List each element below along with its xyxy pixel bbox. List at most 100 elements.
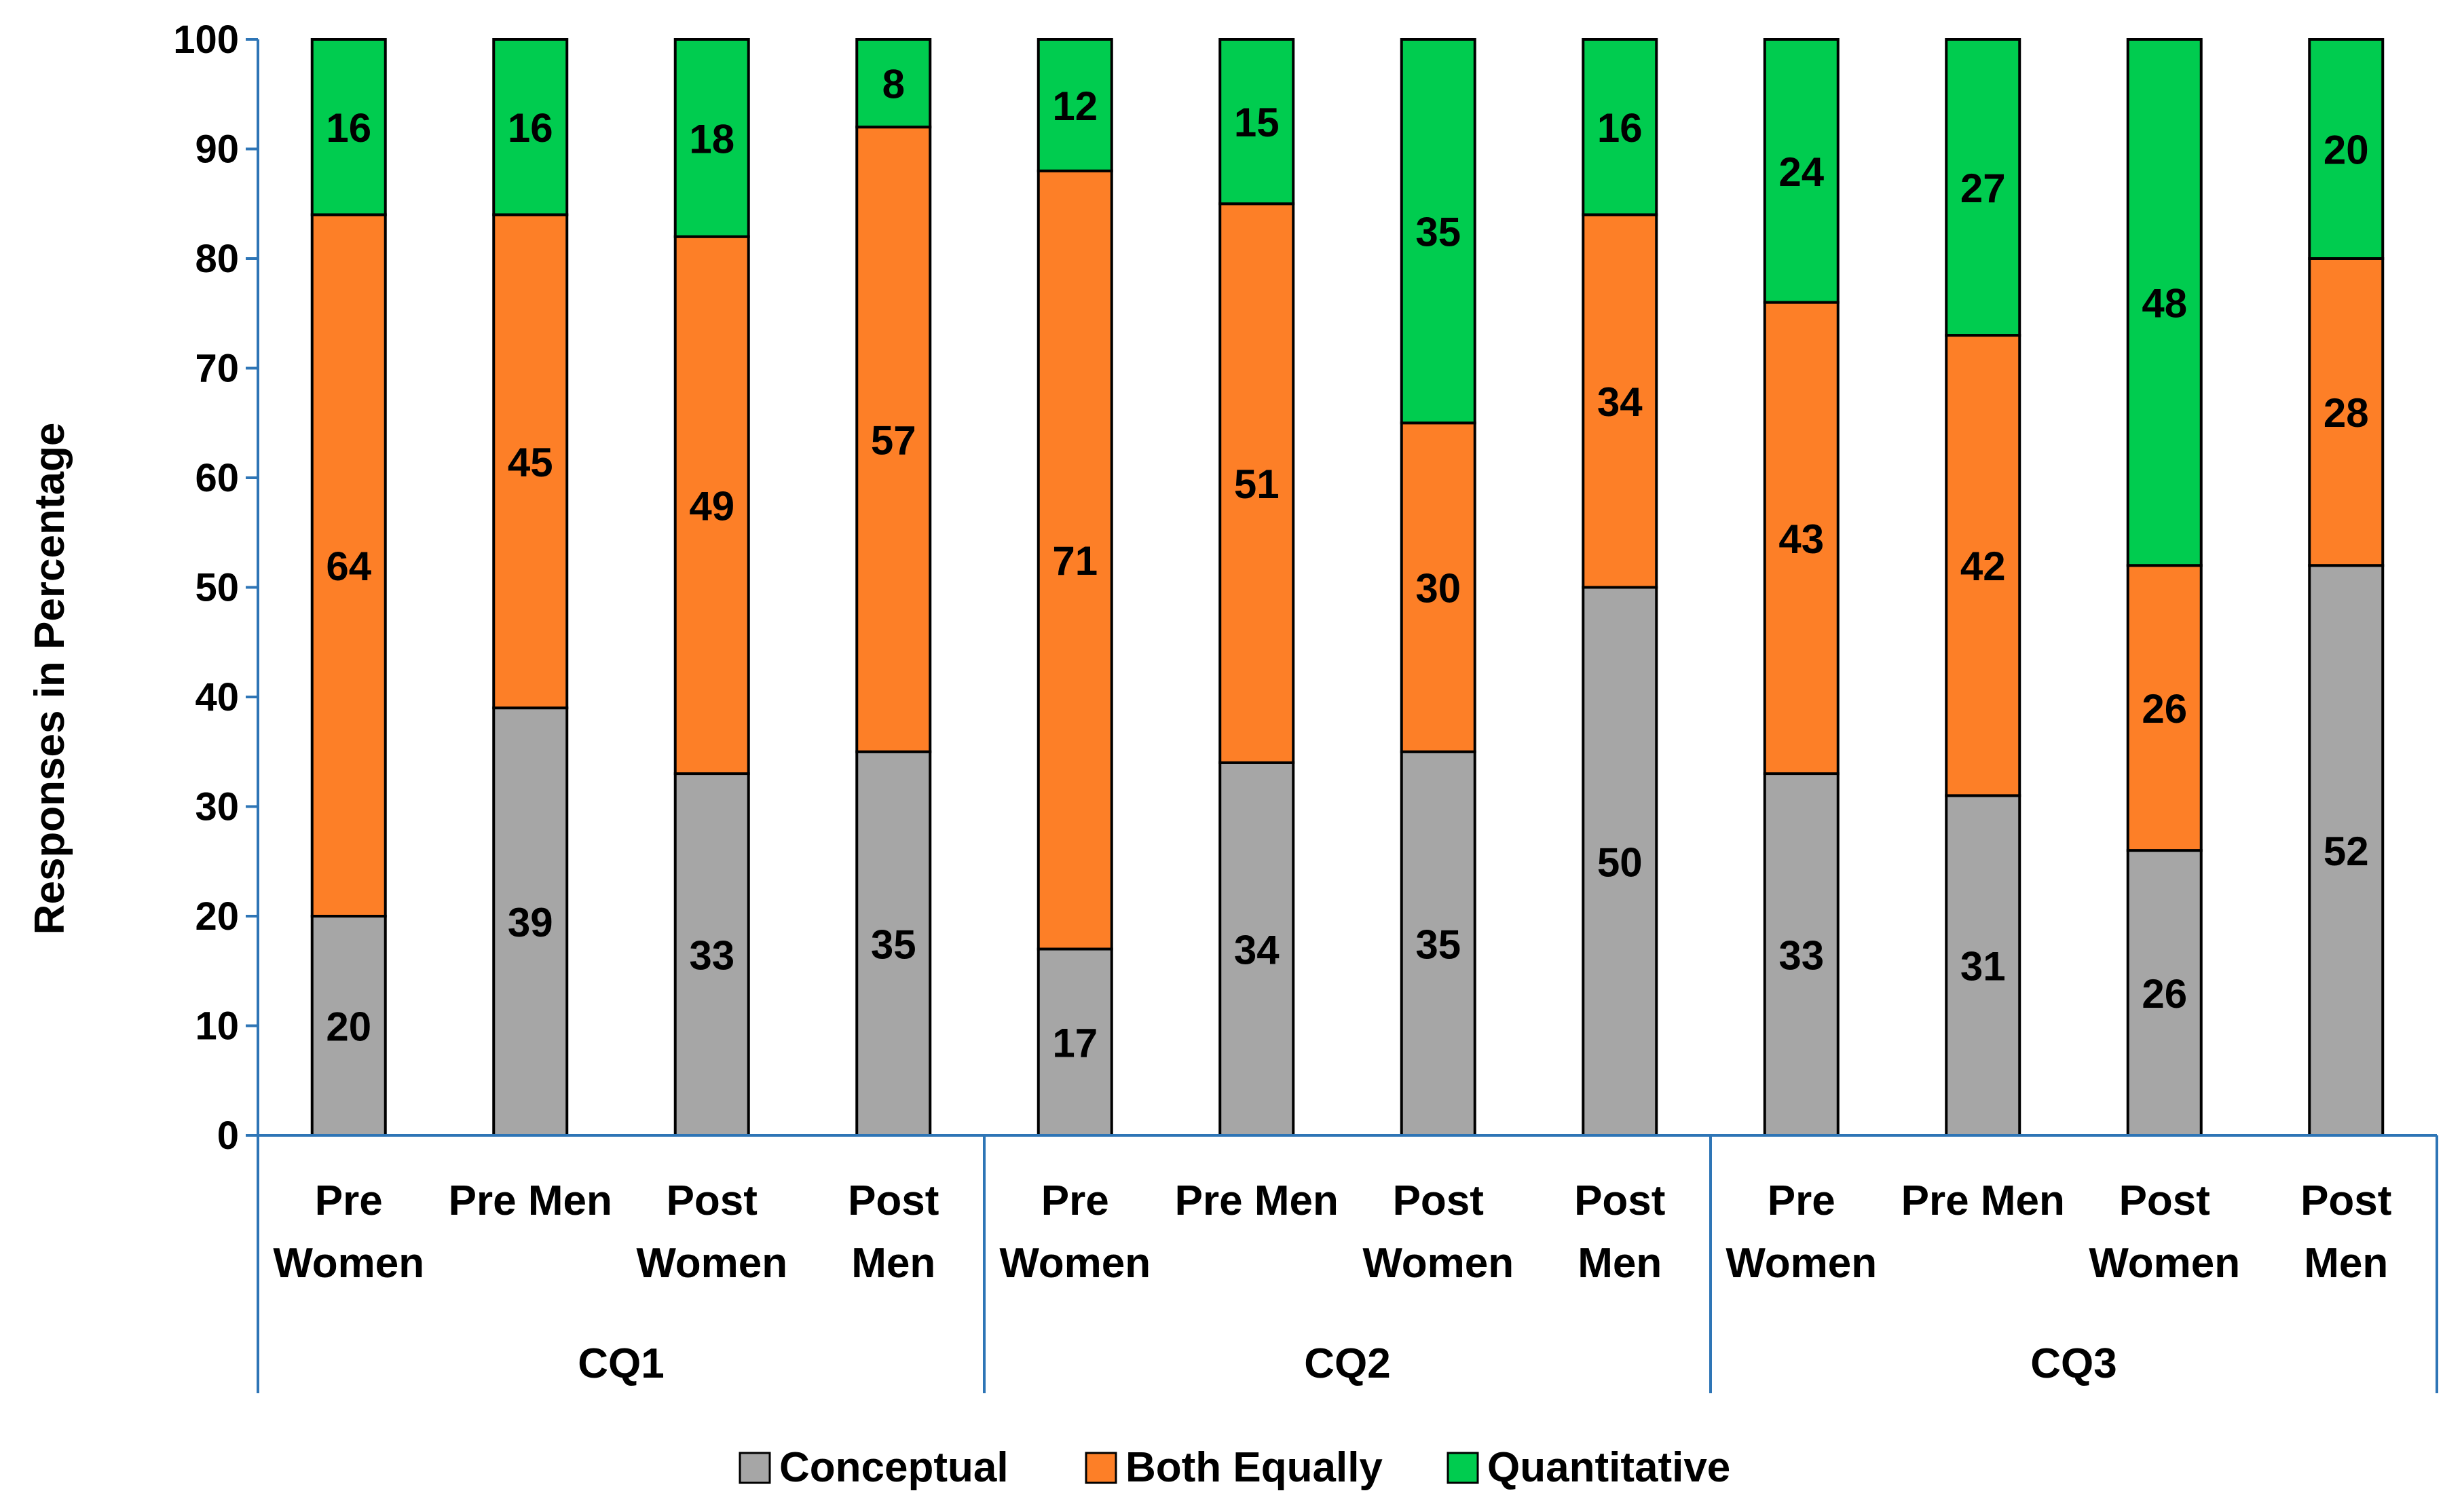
legend-swatch (1447, 1452, 1479, 1484)
y-tick-label: 90 (195, 128, 239, 172)
data-label: 34 (1234, 927, 1280, 972)
legend-label: Both Equally (1125, 1444, 1383, 1491)
data-label: 33 (689, 933, 734, 979)
data-label: 26 (2142, 971, 2187, 1017)
group-label: CQ2 (1304, 1340, 1390, 1387)
data-label: 28 (2324, 390, 2369, 436)
category-label: Pre Women (273, 1177, 424, 1287)
bar-segment-conceptual (1218, 761, 1295, 1137)
data-label: 52 (2324, 829, 2369, 874)
data-label: 20 (2324, 128, 2369, 173)
data-label: 24 (1778, 149, 1824, 195)
data-label: 42 (1960, 544, 2006, 589)
y-tick-label: 30 (195, 785, 239, 829)
bar-segment-conceptual (855, 750, 932, 1137)
y-axis-title: Responses in Percentage (26, 423, 73, 935)
data-label: 39 (508, 900, 553, 945)
category-label: Post Men (2300, 1177, 2391, 1287)
legend: Conceptual Both Equally Quantitative (739, 1444, 1730, 1491)
bar-segment-conceptual (2308, 564, 2385, 1137)
bars: 20 64 16 39 45 16 33 49 18 35 57 8 17 71 12 34 51 15 35 30 3… (310, 38, 2385, 1137)
x-axis: Pre Women Pre Men Post Women Post Men Pre Women P… (257, 1134, 2438, 1393)
bar-segment-quantitative (492, 38, 569, 216)
bar-segment-both-equally (1945, 334, 2021, 797)
data-label: 35 (1415, 922, 1461, 967)
bar-segment-quantitative (855, 38, 932, 129)
bar-segment-quantitative (673, 38, 750, 238)
bar-segment-quantitative (310, 38, 387, 216)
legend-swatch (1085, 1452, 1117, 1484)
data-label: 35 (871, 922, 916, 967)
bar-segment-both-equally (2126, 564, 2203, 852)
category-label: Post Women (2089, 1177, 2240, 1287)
data-label: 43 (1778, 516, 1824, 562)
data-label: 45 (508, 440, 553, 485)
y-tick-label: 70 (195, 347, 239, 391)
data-label: 16 (326, 105, 371, 151)
data-label: 48 (2142, 281, 2187, 326)
bar-segment-both-equally (1218, 202, 1295, 764)
bar-segment-both-equally (1037, 169, 1113, 951)
y-tick-label: 100 (173, 18, 239, 62)
data-label: 30 (1415, 566, 1461, 611)
bar-segment-quantitative (1582, 38, 1658, 216)
bar-segment-conceptual (1945, 794, 2021, 1137)
bar-segment-conceptual (673, 772, 750, 1137)
y-axis: 0 10 20 30 40 50 60 70 80 90 100 (173, 18, 259, 1158)
bar-segment-conceptual (1763, 772, 1840, 1137)
bar-segment-quantitative (2308, 38, 2385, 260)
y-tick-label: 0 (217, 1114, 239, 1158)
y-tick-label: 20 (195, 894, 239, 939)
bar-segment-both-equally (1763, 301, 1840, 776)
bar-segment-both-equally (855, 126, 932, 753)
y-tick-label: 80 (195, 237, 239, 281)
data-label: 26 (2142, 686, 2187, 732)
bar-segment-conceptual (1400, 750, 1476, 1137)
data-label: 12 (1052, 83, 1098, 129)
bar-segment-quantitative (1037, 38, 1113, 172)
group-label: CQ1 (578, 1340, 664, 1387)
category-label: Post Women (636, 1177, 787, 1287)
data-label: 31 (1960, 944, 2006, 989)
bar-segment-both-equally (492, 213, 569, 710)
data-label: 20 (326, 1004, 371, 1050)
category-label: Pre Men (1901, 1177, 2065, 1224)
data-label: 49 (689, 483, 734, 529)
category-label: Pre Men (449, 1177, 612, 1224)
data-label: 64 (326, 544, 371, 589)
category-label: Pre Women (999, 1177, 1151, 1287)
data-label: 27 (1960, 166, 2006, 211)
data-label: 16 (508, 105, 553, 151)
data-label: 71 (1052, 538, 1098, 584)
data-label: 34 (1597, 379, 1643, 425)
category-label: Post Men (848, 1177, 939, 1287)
data-label: 57 (871, 417, 916, 463)
category-label: Post Women (1362, 1177, 1514, 1287)
data-label: 15 (1234, 100, 1280, 145)
bar-segment-quantitative (1945, 38, 2021, 337)
data-label: 35 (1415, 210, 1461, 255)
y-tick-label: 10 (195, 1004, 239, 1048)
category-label: Post Men (1574, 1177, 1665, 1287)
data-label: 18 (689, 116, 734, 162)
y-tick-label: 40 (195, 675, 239, 719)
category-label: Pre Men (1175, 1177, 1339, 1224)
legend-label: Quantitative (1487, 1444, 1730, 1491)
bar-segment-quantitative (2126, 38, 2203, 567)
y-tick-label: 60 (195, 456, 239, 500)
data-label: 50 (1597, 839, 1643, 885)
bar-segment-quantitative (1763, 38, 1840, 304)
data-label: 17 (1052, 1021, 1098, 1066)
legend-label: Conceptual (779, 1444, 1009, 1491)
data-label: 51 (1234, 461, 1280, 507)
data-label: 16 (1597, 105, 1643, 151)
data-label: 33 (1778, 933, 1824, 979)
bar-segment-conceptual (310, 915, 387, 1137)
bar-segment-conceptual (1582, 586, 1658, 1137)
legend-swatch (739, 1452, 771, 1484)
bar-segment-both-equally (1582, 213, 1658, 589)
category-label: Pre Women (1726, 1177, 1877, 1287)
group-label: CQ3 (2030, 1340, 2116, 1387)
bar-segment-both-equally (673, 235, 750, 776)
